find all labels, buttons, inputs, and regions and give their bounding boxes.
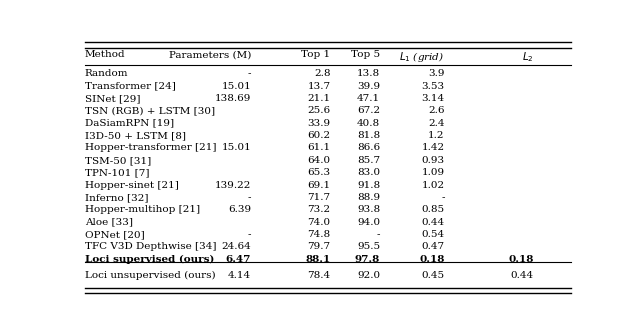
Text: 79.7: 79.7 — [307, 242, 330, 251]
Text: -: - — [248, 193, 251, 202]
Text: 71.7: 71.7 — [307, 193, 330, 202]
Text: SINet [29]: SINet [29] — [85, 94, 140, 103]
Text: Hopper-sinet [21]: Hopper-sinet [21] — [85, 181, 179, 190]
Text: -: - — [248, 230, 251, 239]
Text: 83.0: 83.0 — [357, 168, 380, 177]
Text: TSN (RGB) + LSTM [30]: TSN (RGB) + LSTM [30] — [85, 106, 215, 115]
Text: 39.9: 39.9 — [357, 82, 380, 91]
Text: TPN-101 [7]: TPN-101 [7] — [85, 168, 150, 177]
Text: 15.01: 15.01 — [221, 143, 251, 152]
Text: 15.01: 15.01 — [221, 82, 251, 91]
Text: 95.5: 95.5 — [357, 242, 380, 251]
Text: Hopper-transformer [21]: Hopper-transformer [21] — [85, 143, 216, 152]
Text: Top 5: Top 5 — [351, 50, 380, 59]
Text: TFC V3D Depthwise [34]: TFC V3D Depthwise [34] — [85, 242, 216, 251]
Text: 60.2: 60.2 — [307, 131, 330, 140]
Text: OPNet [20]: OPNet [20] — [85, 230, 145, 239]
Text: Transformer [24]: Transformer [24] — [85, 82, 176, 91]
Text: -: - — [248, 69, 251, 78]
Text: 1.02: 1.02 — [421, 181, 445, 190]
Text: 88.1: 88.1 — [305, 255, 330, 264]
Text: 1.42: 1.42 — [421, 143, 445, 152]
Text: Method: Method — [85, 50, 125, 59]
Text: 33.9: 33.9 — [307, 119, 330, 128]
Text: Hopper-multihop [21]: Hopper-multihop [21] — [85, 205, 200, 214]
Text: 88.9: 88.9 — [357, 193, 380, 202]
Text: 92.0: 92.0 — [357, 271, 380, 280]
Text: 74.8: 74.8 — [307, 230, 330, 239]
Text: Inferno [32]: Inferno [32] — [85, 193, 148, 202]
Text: -: - — [441, 193, 445, 202]
Text: 64.0: 64.0 — [307, 156, 330, 165]
Text: 0.45: 0.45 — [421, 271, 445, 280]
Text: Aloe [33]: Aloe [33] — [85, 218, 133, 227]
Text: 81.8: 81.8 — [357, 131, 380, 140]
Text: 86.6: 86.6 — [357, 143, 380, 152]
Text: 78.4: 78.4 — [307, 271, 330, 280]
Text: 0.93: 0.93 — [421, 156, 445, 165]
Text: 73.2: 73.2 — [307, 205, 330, 214]
Text: Random: Random — [85, 69, 129, 78]
Text: 94.0: 94.0 — [357, 218, 380, 227]
Text: 0.44: 0.44 — [421, 218, 445, 227]
Text: 67.2: 67.2 — [357, 106, 380, 115]
Text: $L_1$ (grid): $L_1$ (grid) — [399, 50, 445, 65]
Text: 6.39: 6.39 — [228, 205, 251, 214]
Text: 138.69: 138.69 — [215, 94, 251, 103]
Text: 25.6: 25.6 — [307, 106, 330, 115]
Text: 4.14: 4.14 — [228, 271, 251, 280]
Text: 2.8: 2.8 — [314, 69, 330, 78]
Text: 0.18: 0.18 — [419, 255, 445, 264]
Text: TSM-50 [31]: TSM-50 [31] — [85, 156, 151, 165]
Text: I3D-50 + LSTM [8]: I3D-50 + LSTM [8] — [85, 131, 186, 140]
Text: 13.7: 13.7 — [307, 82, 330, 91]
Text: 0.47: 0.47 — [421, 242, 445, 251]
Text: 24.64: 24.64 — [221, 242, 251, 251]
Text: Loci supervised (ours): Loci supervised (ours) — [85, 255, 214, 264]
Text: 97.8: 97.8 — [355, 255, 380, 264]
Text: 1.09: 1.09 — [421, 168, 445, 177]
Text: Parameters (M): Parameters (M) — [169, 50, 251, 59]
Text: DaSiamRPN [19]: DaSiamRPN [19] — [85, 119, 174, 128]
Text: 74.0: 74.0 — [307, 218, 330, 227]
Text: 13.8: 13.8 — [357, 69, 380, 78]
Text: $L_2$: $L_2$ — [522, 50, 534, 64]
Text: 0.18: 0.18 — [508, 255, 534, 264]
Text: 61.1: 61.1 — [307, 143, 330, 152]
Text: 1.2: 1.2 — [428, 131, 445, 140]
Text: 65.3: 65.3 — [307, 168, 330, 177]
Text: Top 1: Top 1 — [301, 50, 330, 59]
Text: 91.8: 91.8 — [357, 181, 380, 190]
Text: 93.8: 93.8 — [357, 205, 380, 214]
Text: 2.4: 2.4 — [428, 119, 445, 128]
Text: 2.6: 2.6 — [428, 106, 445, 115]
Text: 40.8: 40.8 — [357, 119, 380, 128]
Text: 85.7: 85.7 — [357, 156, 380, 165]
Text: Loci unsupervised (ours): Loci unsupervised (ours) — [85, 271, 216, 280]
Text: 3.53: 3.53 — [421, 82, 445, 91]
Text: 6.47: 6.47 — [226, 255, 251, 264]
Text: 0.85: 0.85 — [421, 205, 445, 214]
Text: 3.14: 3.14 — [421, 94, 445, 103]
Text: 139.22: 139.22 — [215, 181, 251, 190]
Text: 0.54: 0.54 — [421, 230, 445, 239]
Text: 3.9: 3.9 — [428, 69, 445, 78]
Text: -: - — [376, 230, 380, 239]
Text: 47.1: 47.1 — [357, 94, 380, 103]
Text: 21.1: 21.1 — [307, 94, 330, 103]
Text: 69.1: 69.1 — [307, 181, 330, 190]
Text: 0.44: 0.44 — [511, 271, 534, 280]
